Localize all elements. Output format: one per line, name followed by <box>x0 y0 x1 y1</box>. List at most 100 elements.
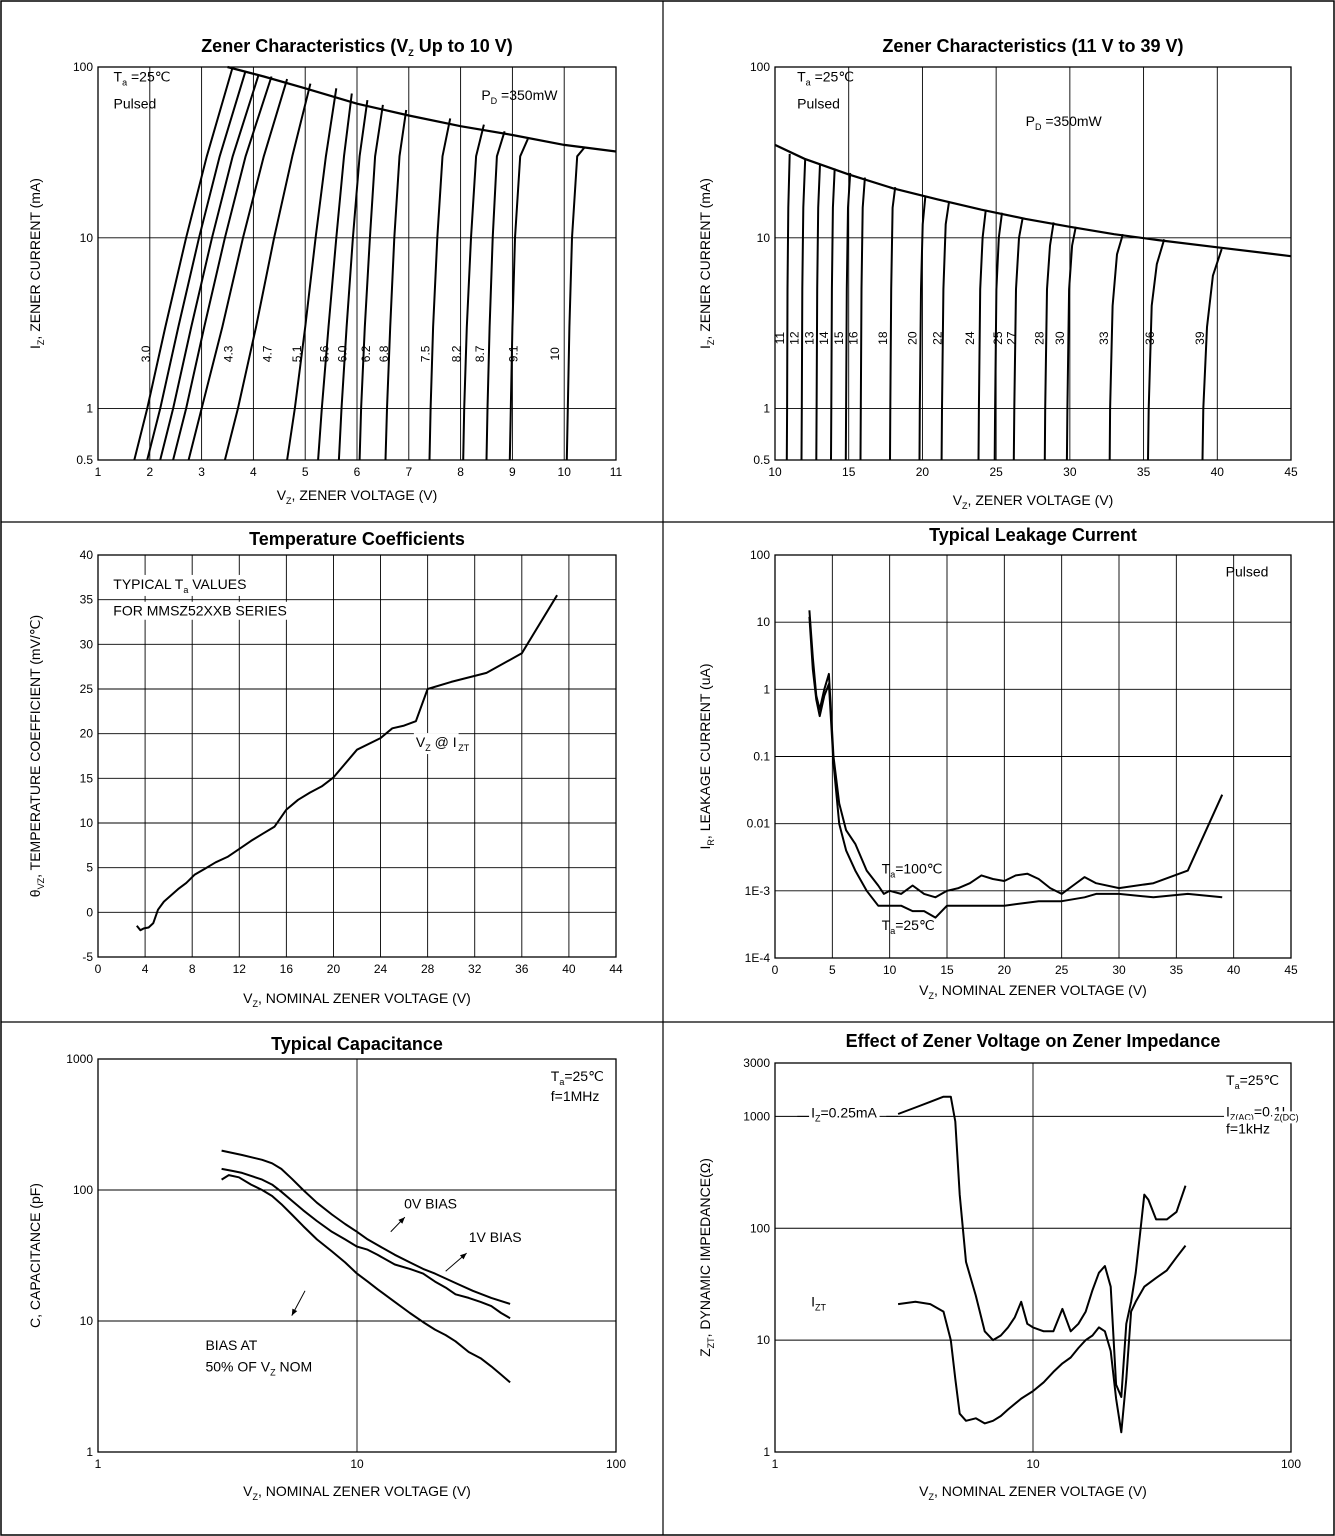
series-voltage-label: 11 <box>773 332 787 345</box>
series-line-1v-bias <box>221 1167 511 1320</box>
power-limit-curve <box>774 143 1292 258</box>
chart-annotation-main: P <box>1026 113 1035 129</box>
x-tick-label: 7 <box>405 465 412 479</box>
chart-annotation-subscript: a <box>183 585 188 595</box>
series-voltage-label: 25 <box>991 331 1005 345</box>
x-tick-label: 1 <box>95 1457 102 1471</box>
x-axis-label: VZ, NOMINAL ZENER VOLTAGE (V) <box>919 982 1147 1001</box>
chart-title-main: Zener Characteristics (11 V to 39 V) <box>882 36 1183 56</box>
x-tick-label: 32 <box>468 962 482 976</box>
chart-annotation-main: T <box>797 69 806 85</box>
x-tick-label: 1 <box>772 1457 779 1471</box>
chart-annotation: 0V BIAS <box>404 1196 457 1212</box>
chart-title: Effect of Zener Voltage on Zener Impedan… <box>846 1031 1221 1051</box>
chart-annotation-main: T <box>1226 1072 1235 1088</box>
series-line-15 <box>844 172 852 461</box>
y-axis-label-subscript: Z <box>36 339 46 345</box>
y-axis-label-main: θ <box>27 889 43 897</box>
y-tick-label: 5 <box>86 861 93 875</box>
series-line-13 <box>815 164 821 461</box>
annotation-knockout <box>111 601 289 620</box>
y-axis-label-main: I <box>697 846 713 850</box>
series-line-12 <box>800 158 807 461</box>
y-tick-label: 0.01 <box>747 817 771 831</box>
y-tick-label: 0.5 <box>753 453 770 467</box>
x-axis-label-tail: , ZENER VOLTAGE (V) <box>292 487 438 503</box>
x-axis-label: VZ, NOMINAL ZENER VOLTAGE (V) <box>243 1483 471 1502</box>
chart-annotation: PD =350mW <box>1026 113 1103 132</box>
x-axis-label-main: V <box>243 990 253 1006</box>
chart-annotation-main: I <box>1226 1103 1230 1119</box>
chart-annotation: IZT <box>811 1293 826 1312</box>
annotation-knockout <box>111 574 249 596</box>
series-voltage-label: 5.1 <box>290 345 304 362</box>
chart-annotation-tail: =25℃ <box>895 917 934 933</box>
y-axis-label: IZ, ZENER CURRENT (mA) <box>27 178 46 349</box>
series-line-t-a-100- <box>808 610 1224 899</box>
x-tick-label: 100 <box>606 1457 626 1471</box>
chart-annotation: ZT <box>458 743 469 753</box>
chart-annotation: Pulsed <box>1226 563 1269 579</box>
series-line-9-1 <box>508 138 529 461</box>
chart-annotation-tail: =25℃ <box>127 69 170 85</box>
series-voltage-label: 30 <box>1053 331 1067 345</box>
chart-annotation-subscript: a <box>890 870 895 880</box>
chart-annotation-subscript: Z(DC) <box>1274 1112 1299 1122</box>
y-tick-label: -5 <box>82 950 93 964</box>
chart-annotation-tail: =100℃ <box>895 861 942 877</box>
annotation-knockout <box>413 733 459 755</box>
chart-annotation: Z(DC) <box>1274 1112 1299 1122</box>
y-tick-label: 1 <box>763 402 770 416</box>
series-voltage-label: 12 <box>788 331 802 345</box>
chart-title-main: Typical Capacitance <box>271 1034 443 1054</box>
x-tick-label: 10 <box>1026 1457 1040 1471</box>
x-tick-label: 8 <box>457 465 464 479</box>
x-tick-label: 36 <box>515 962 529 976</box>
x-tick-label: 5 <box>302 465 309 479</box>
y-axis-label-tail: , ZENER CURRENT (mA) <box>27 178 43 340</box>
series-line-6-2 <box>358 104 384 461</box>
chart-annotation: IZ=0.25mA <box>811 1104 877 1123</box>
y-tick-label: 100 <box>750 548 770 562</box>
chart-annotation-main: I <box>811 1293 815 1309</box>
series-line-27 <box>1012 217 1024 461</box>
series-line-4-7 <box>223 83 312 461</box>
y-tick-label: 1 <box>763 682 770 696</box>
y-axis-label: IZ, ZENER CURRENT (mA) <box>697 178 716 349</box>
series-line-39 <box>1201 248 1223 461</box>
y-tick-label: 10 <box>80 1314 94 1328</box>
series-line-30 <box>1065 226 1077 461</box>
chart-title: Zener Characteristics (VZ Up to 10 V) <box>201 36 513 58</box>
chart-annotation-main: 50% OF V <box>205 1359 270 1375</box>
arrow-head <box>398 1217 405 1224</box>
chart-title-tail: Up to 10 V) <box>414 36 513 56</box>
chart-zener-impedance: Effect of Zener Voltage on Zener Impedan… <box>697 1031 1301 1502</box>
y-axis-label: θVZ, TEMPERATURE COEFFICIENT (mV/℃) <box>27 615 46 897</box>
chart-title: Typical Capacitance <box>271 1034 443 1054</box>
chart-annotation-subscript: Z <box>815 1113 821 1123</box>
y-axis-label-main: C, CAPACITANCE (pF) <box>27 1183 43 1328</box>
x-tick-label: 44 <box>609 962 623 976</box>
series-line-t-a-25- <box>808 616 1223 919</box>
chart-annotation-tail: NOM <box>276 1359 313 1375</box>
chart-leakage-current: Typical Leakage Current 0 5 10 15 20 25 30 35 40 4… <box>697 525 1298 1001</box>
chart-annotation-tail: =350mW <box>1041 113 1102 129</box>
x-tick-label: 3 <box>198 465 205 479</box>
series-line-3-0 <box>133 66 234 461</box>
chart-annotation-tail: =25℃ <box>1240 1072 1279 1088</box>
x-axis-label-tail: , NOMINAL ZENER VOLTAGE (V) <box>934 982 1147 998</box>
y-axis-label-tail: , ZENER CURRENT (mA) <box>697 178 713 340</box>
chart-annotation-main: Pulsed <box>114 96 157 112</box>
chart-annotation-main: f=1kHz <box>1226 1121 1270 1137</box>
series-voltage-label: 33 <box>1097 331 1111 345</box>
chart-annotation-tail: VALUES <box>188 576 246 592</box>
series-voltage-label: 13 <box>802 331 816 345</box>
x-axis-label-tail: , NOMINAL ZENER VOLTAGE (V) <box>258 990 471 1006</box>
x-tick-label: 0 <box>772 963 779 977</box>
series-line-36 <box>1147 239 1166 461</box>
chart-annotation-subscript: D <box>491 96 498 106</box>
chart-annotation-subscript: D <box>1035 122 1042 132</box>
x-axis-label-tail: , NOMINAL ZENER VOLTAGE (V) <box>934 1483 1147 1499</box>
